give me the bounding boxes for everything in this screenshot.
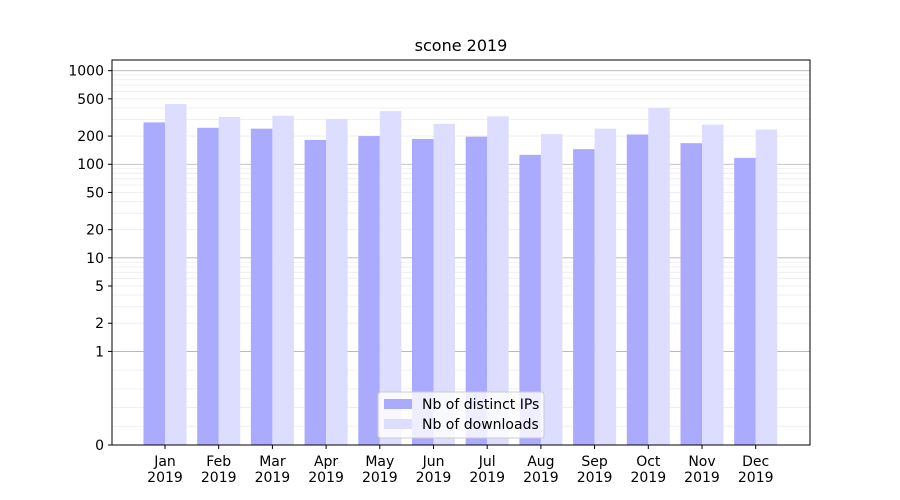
bar-distinct-ips-jul xyxy=(465,136,488,445)
x-tick-label-year: 2019 xyxy=(416,470,452,486)
bar-distinct-ips-oct xyxy=(626,134,649,445)
y-tick-label: 20 xyxy=(86,223,104,239)
legend-swatch xyxy=(384,399,412,409)
bar-distinct-ips-aug xyxy=(519,154,541,445)
x-tick-label-year: 2019 xyxy=(147,470,183,486)
y-tick-label: 2 xyxy=(95,316,104,332)
x-tick-label-month: Feb xyxy=(206,454,231,470)
bar-downloads-apr xyxy=(326,118,348,445)
legend-box xyxy=(377,391,545,439)
x-tick-label-month: Mar xyxy=(259,454,286,470)
bar-downloads-jun xyxy=(433,123,455,445)
x-tick-label-year: 2019 xyxy=(577,470,613,486)
bar-distinct-ips-jun xyxy=(412,139,434,445)
legend: Nb of distinct IPs Nb of downloads xyxy=(377,391,545,439)
bar-distinct-ips-apr xyxy=(304,139,327,445)
bar-downloads-jul xyxy=(487,116,509,445)
y-tick-label: 200 xyxy=(77,129,104,145)
bar-distinct-ips-nov xyxy=(680,143,702,445)
x-tick-label-year: 2019 xyxy=(255,470,291,486)
x-tick-label-month: Oct xyxy=(636,454,661,470)
x-tick-label-year: 2019 xyxy=(201,470,237,486)
bars xyxy=(143,104,778,446)
x-tick-label-year: 2019 xyxy=(362,470,398,486)
chart-title: scone 2019 xyxy=(415,36,508,55)
bar-downloads-may xyxy=(379,111,402,445)
bar-downloads-aug xyxy=(540,134,563,446)
x-tick-label-year: 2019 xyxy=(630,470,666,486)
x-tick-label-month: Aug xyxy=(527,454,554,470)
x-tick-label-year: 2019 xyxy=(523,470,559,486)
x-tick-label-month: May xyxy=(365,454,394,470)
bar-distinct-ips-dec xyxy=(734,157,756,446)
y-tick-label: 50 xyxy=(86,185,104,201)
bar-downloads-feb xyxy=(218,116,241,446)
bar-distinct-ips-sep xyxy=(573,149,595,445)
bar-downloads-nov xyxy=(702,124,724,445)
y-axis: 0 1 2 5 10 20 50 100 200 500 1000 xyxy=(68,64,112,454)
bar-distinct-ips-feb xyxy=(197,127,219,445)
plot-frame xyxy=(111,59,811,446)
legend-label: Nb of downloads xyxy=(422,417,539,433)
x-tick-label-year: 2019 xyxy=(469,470,505,486)
x-tick-label-month: Nov xyxy=(688,454,715,470)
y-tick-label: 0 xyxy=(95,438,104,454)
bar-downloads-jan xyxy=(165,104,187,445)
bar-downloads-dec xyxy=(755,129,778,445)
legend-label: Nb of distinct IPs xyxy=(422,397,539,413)
y-tick-label: 10 xyxy=(86,251,104,267)
x-tick-label-month: Jul xyxy=(478,454,496,470)
bar-downloads-oct xyxy=(648,107,670,446)
x-tick-label-month: Apr xyxy=(314,454,338,470)
bar-distinct-ips-mar xyxy=(250,128,273,445)
y-tick-label: 500 xyxy=(77,92,104,108)
x-tick-label-month: Sep xyxy=(581,454,608,470)
x-tick-label-month: Dec xyxy=(742,454,769,470)
x-tick-label-month: Jun xyxy=(422,454,445,470)
legend-swatch xyxy=(384,419,412,429)
y-tick-label: 5 xyxy=(95,279,104,295)
x-tick-label-year: 2019 xyxy=(684,470,720,486)
x-axis: Jan2019Feb2019Mar2019Apr2019May2019Jun20… xyxy=(147,445,774,486)
x-tick-label-month: Jan xyxy=(153,454,176,470)
y-tick-label: 1 xyxy=(95,344,104,360)
bar-distinct-ips-jan xyxy=(143,122,165,445)
bar-distinct-ips-may xyxy=(358,136,380,446)
x-tick-label-year: 2019 xyxy=(738,470,774,486)
bar-downloads-sep xyxy=(594,128,617,445)
x-tick-label-year: 2019 xyxy=(308,470,344,486)
y-tick-label: 100 xyxy=(77,157,104,173)
y-tick-label: 1000 xyxy=(68,64,104,80)
bar-downloads-mar xyxy=(272,115,294,445)
